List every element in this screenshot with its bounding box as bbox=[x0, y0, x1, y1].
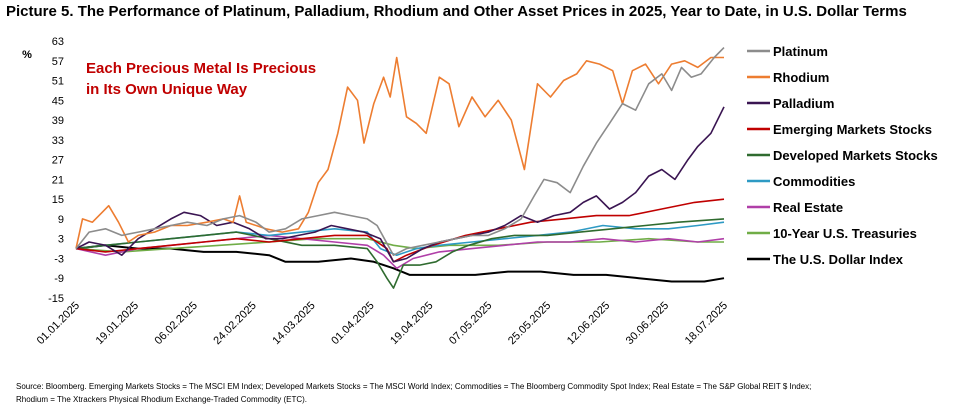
y-tick-label: -3 bbox=[54, 253, 64, 265]
y-axis-unit-label: % bbox=[22, 49, 32, 61]
y-tick-label: 63 bbox=[52, 36, 64, 48]
x-tick-label: 30.06.2025 bbox=[624, 300, 671, 347]
series-line-platinum bbox=[75, 47, 725, 256]
y-tick-label: 27 bbox=[52, 155, 64, 167]
series-lines bbox=[75, 47, 725, 289]
legend: Platinum Rhodium Palladium Emerging Markets… bbox=[747, 44, 938, 267]
x-tick-label: 19.04.2025 bbox=[388, 300, 435, 347]
annotation-line-1: Each Precious Metal Is Precious bbox=[86, 60, 316, 77]
x-tick-label: 12.06.2025 bbox=[565, 300, 612, 347]
x-tick-label: 25.05.2025 bbox=[506, 300, 553, 347]
x-axis-ticks: 01.01.2025 19.01.2025 06.02.2025 24.02.2025… bbox=[35, 300, 730, 347]
legend-label: 10-Year U.S. Treasuries bbox=[773, 226, 917, 241]
y-tick-label: 39 bbox=[52, 115, 64, 127]
legend-label: The U.S. Dollar Index bbox=[773, 252, 904, 267]
y-tick-label: 33 bbox=[52, 135, 64, 147]
legend-label: Rhodium bbox=[773, 70, 829, 85]
y-tick-label: 3 bbox=[58, 234, 64, 246]
y-tick-label: -9 bbox=[54, 273, 64, 285]
legend-label: Real Estate bbox=[773, 200, 843, 215]
legend-label: Palladium bbox=[773, 96, 834, 111]
x-tick-label: 14.03.2025 bbox=[270, 300, 317, 347]
legend-label: Platinum bbox=[773, 44, 828, 59]
y-tick-label: 9 bbox=[58, 214, 64, 226]
y-tick-label: 21 bbox=[52, 174, 64, 186]
x-tick-label: 07.05.2025 bbox=[447, 300, 494, 347]
source-line-2: Rhodium = The Xtrackers Physical Rhodium… bbox=[16, 395, 307, 404]
series-line-developed-markets-stocks bbox=[75, 218, 725, 289]
source-note: Source: Bloomberg. Emerging Markets Stoc… bbox=[16, 380, 956, 406]
y-tick-label: 15 bbox=[52, 194, 64, 206]
chart-title: Picture 5. The Performance of Platinum, … bbox=[6, 3, 907, 20]
source-line-1: Source: Bloomberg. Emerging Markets Stoc… bbox=[16, 382, 812, 391]
x-tick-label: 19.01.2025 bbox=[94, 300, 141, 347]
y-tick-label: -15 bbox=[48, 293, 64, 305]
x-tick-label: 01.01.2025 bbox=[35, 300, 82, 347]
y-tick-label: 51 bbox=[52, 76, 64, 88]
y-tick-label: 45 bbox=[52, 95, 64, 107]
y-tick-label: 57 bbox=[52, 56, 64, 68]
legend-label: Commodities bbox=[773, 174, 855, 189]
annotation-line-2: in Its Own Unique Way bbox=[86, 81, 248, 98]
x-tick-label: 18.07.2025 bbox=[683, 300, 730, 347]
legend-label: Emerging Markets Stocks bbox=[773, 122, 932, 137]
x-tick-label: 06.02.2025 bbox=[153, 300, 200, 347]
legend-label: Developed Markets Stocks bbox=[773, 148, 938, 163]
x-tick-label: 24.02.2025 bbox=[211, 300, 258, 347]
series-line-the-u-s-dollar-index bbox=[75, 244, 725, 283]
x-tick-label: 01.04.2025 bbox=[329, 300, 376, 347]
series-line-palladium bbox=[75, 106, 725, 263]
series-line-rhodium bbox=[75, 56, 724, 249]
